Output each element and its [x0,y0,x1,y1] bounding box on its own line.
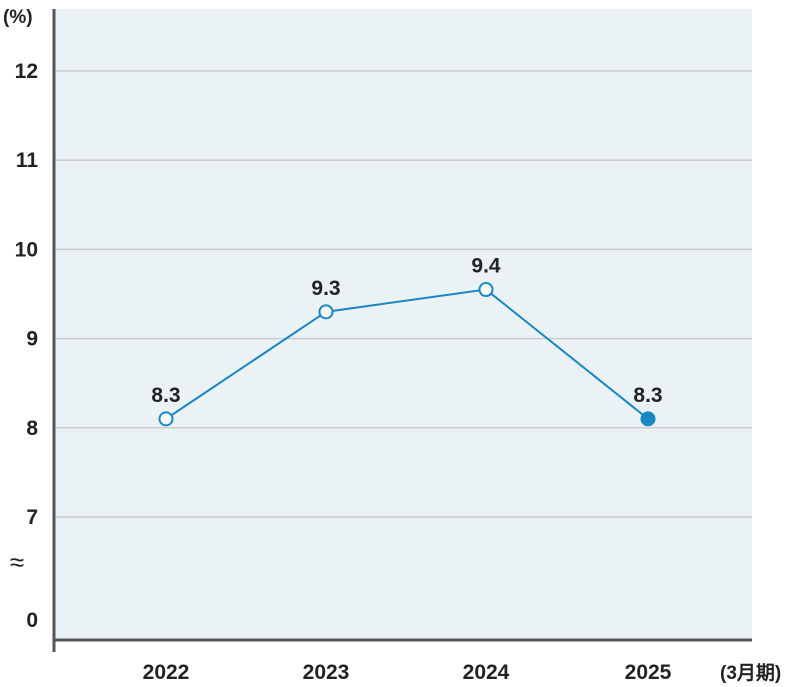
y-tick-labels: 12 11 10 9 8 7 0 [15,60,39,632]
x-tick-label-2024: 2024 [463,661,510,684]
series-line [165,288,649,420]
x-unit-label: (3月期) [720,662,781,684]
grid-lines [54,70,752,518]
y-unit-label: (%) [3,7,33,28]
y-tick-label-12: 12 [15,60,38,83]
y-tick-label-0: 0 [26,609,38,632]
data-label-2023: 9.3 [311,277,340,300]
axis-break-symbol: ≈ [10,547,24,577]
data-point-2025 [640,411,656,427]
data-points [158,282,656,427]
data-label-2024: 9.4 [471,255,501,278]
y-tick-label-7: 7 [26,506,38,529]
data-point-2024 [478,282,494,298]
x-tick-label-2022: 2022 [143,661,190,684]
data-labels: 8.3 9.3 9.4 8.3 [151,255,662,407]
y-tick-label-11: 11 [16,149,39,172]
x-tick-label-2025: 2025 [625,661,672,684]
data-point-2022 [158,411,174,427]
y-tick-label-9: 9 [26,328,38,351]
y-tick-label-8: 8 [26,417,38,440]
plot-background [54,9,752,640]
data-point-2023 [318,304,334,320]
x-tick-label-2023: 2023 [303,661,350,684]
data-label-2025: 8.3 [633,384,662,407]
x-tick-labels: 2022 2023 2024 2025 [143,661,672,684]
y-tick-label-10: 10 [15,238,38,261]
data-label-2022: 8.3 [151,384,180,407]
